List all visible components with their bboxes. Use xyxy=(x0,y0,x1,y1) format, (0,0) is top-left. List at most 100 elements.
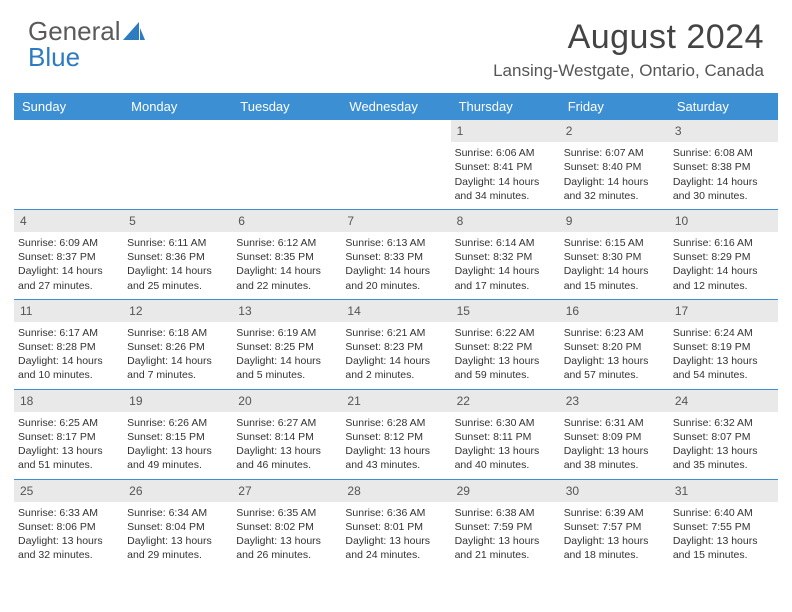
day-number xyxy=(341,120,450,142)
sunset-text: Sunset: 8:23 PM xyxy=(345,340,446,354)
calendar-cell: 20Sunrise: 6:27 AMSunset: 8:14 PMDayligh… xyxy=(232,390,341,479)
calendar-cell: 18Sunrise: 6:25 AMSunset: 8:17 PMDayligh… xyxy=(14,390,123,479)
sunrise-text: Sunrise: 6:12 AM xyxy=(236,236,337,250)
calendar-cell: 23Sunrise: 6:31 AMSunset: 8:09 PMDayligh… xyxy=(560,390,669,479)
sunset-text: Sunset: 8:09 PM xyxy=(564,430,665,444)
calendar-cell: 30Sunrise: 6:39 AMSunset: 7:57 PMDayligh… xyxy=(560,480,669,569)
sunrise-text: Sunrise: 6:16 AM xyxy=(673,236,774,250)
calendar-cell: 5Sunrise: 6:11 AMSunset: 8:36 PMDaylight… xyxy=(123,210,232,299)
calendar-cell xyxy=(341,120,450,209)
daylight1-text: Daylight: 13 hours xyxy=(236,444,337,458)
weekday-header: Tuesday xyxy=(232,93,341,120)
calendar-cell: 31Sunrise: 6:40 AMSunset: 7:55 PMDayligh… xyxy=(669,480,778,569)
day-number: 3 xyxy=(669,120,778,142)
day-number: 29 xyxy=(451,480,560,502)
day-number: 17 xyxy=(669,300,778,322)
day-number xyxy=(14,120,123,142)
day-number xyxy=(232,120,341,142)
sunset-text: Sunset: 8:32 PM xyxy=(455,250,556,264)
calendar-week: 11Sunrise: 6:17 AMSunset: 8:28 PMDayligh… xyxy=(14,299,778,389)
daylight2-text: and 22 minutes. xyxy=(236,279,337,293)
day-number: 16 xyxy=(560,300,669,322)
day-number: 26 xyxy=(123,480,232,502)
sunrise-text: Sunrise: 6:31 AM xyxy=(564,416,665,430)
sunset-text: Sunset: 8:38 PM xyxy=(673,160,774,174)
daylight1-text: Daylight: 14 hours xyxy=(345,264,446,278)
daylight1-text: Daylight: 13 hours xyxy=(127,444,228,458)
daylight2-text: and 40 minutes. xyxy=(455,458,556,472)
sunrise-text: Sunrise: 6:07 AM xyxy=(564,146,665,160)
day-number: 18 xyxy=(14,390,123,412)
daylight1-text: Daylight: 13 hours xyxy=(455,444,556,458)
calendar-cell: 17Sunrise: 6:24 AMSunset: 8:19 PMDayligh… xyxy=(669,300,778,389)
day-number: 14 xyxy=(341,300,450,322)
sunrise-text: Sunrise: 6:25 AM xyxy=(18,416,119,430)
month-title: August 2024 xyxy=(493,18,764,57)
calendar-cell: 19Sunrise: 6:26 AMSunset: 8:15 PMDayligh… xyxy=(123,390,232,479)
sunrise-text: Sunrise: 6:36 AM xyxy=(345,506,446,520)
day-number: 20 xyxy=(232,390,341,412)
sunset-text: Sunset: 8:28 PM xyxy=(18,340,119,354)
daylight2-text: and 59 minutes. xyxy=(455,368,556,382)
day-number: 30 xyxy=(560,480,669,502)
sunset-text: Sunset: 8:30 PM xyxy=(564,250,665,264)
calendar-cell: 16Sunrise: 6:23 AMSunset: 8:20 PMDayligh… xyxy=(560,300,669,389)
day-number: 5 xyxy=(123,210,232,232)
daylight2-text: and 32 minutes. xyxy=(564,189,665,203)
calendar-cell xyxy=(232,120,341,209)
daylight2-text: and 12 minutes. xyxy=(673,279,774,293)
sunset-text: Sunset: 8:22 PM xyxy=(455,340,556,354)
calendar-cell: 10Sunrise: 6:16 AMSunset: 8:29 PMDayligh… xyxy=(669,210,778,299)
calendar-week: 18Sunrise: 6:25 AMSunset: 8:17 PMDayligh… xyxy=(14,389,778,479)
daylight1-text: Daylight: 13 hours xyxy=(673,444,774,458)
day-number: 22 xyxy=(451,390,560,412)
page-header: General Blue August 2024 Lansing-Westgat… xyxy=(0,0,792,89)
weekday-header: Thursday xyxy=(451,93,560,120)
logo: General Blue xyxy=(28,18,145,70)
sunset-text: Sunset: 8:06 PM xyxy=(18,520,119,534)
calendar-cell xyxy=(14,120,123,209)
day-number: 21 xyxy=(341,390,450,412)
calendar-cell xyxy=(123,120,232,209)
calendar-cell: 6Sunrise: 6:12 AMSunset: 8:35 PMDaylight… xyxy=(232,210,341,299)
calendar-cell: 2Sunrise: 6:07 AMSunset: 8:40 PMDaylight… xyxy=(560,120,669,209)
sunrise-text: Sunrise: 6:32 AM xyxy=(673,416,774,430)
sunset-text: Sunset: 8:02 PM xyxy=(236,520,337,534)
daylight1-text: Daylight: 14 hours xyxy=(673,264,774,278)
sunset-text: Sunset: 8:04 PM xyxy=(127,520,228,534)
sunset-text: Sunset: 8:35 PM xyxy=(236,250,337,264)
sunrise-text: Sunrise: 6:40 AM xyxy=(673,506,774,520)
day-number: 7 xyxy=(341,210,450,232)
calendar-cell: 29Sunrise: 6:38 AMSunset: 7:59 PMDayligh… xyxy=(451,480,560,569)
weekday-header-row: SundayMondayTuesdayWednesdayThursdayFrid… xyxy=(14,93,778,120)
calendar: SundayMondayTuesdayWednesdayThursdayFrid… xyxy=(14,93,778,568)
sunrise-text: Sunrise: 6:22 AM xyxy=(455,326,556,340)
daylight1-text: Daylight: 13 hours xyxy=(345,534,446,548)
daylight1-text: Daylight: 14 hours xyxy=(18,354,119,368)
sunrise-text: Sunrise: 6:14 AM xyxy=(455,236,556,250)
sunrise-text: Sunrise: 6:38 AM xyxy=(455,506,556,520)
calendar-cell: 14Sunrise: 6:21 AMSunset: 8:23 PMDayligh… xyxy=(341,300,450,389)
calendar-cell: 11Sunrise: 6:17 AMSunset: 8:28 PMDayligh… xyxy=(14,300,123,389)
sunrise-text: Sunrise: 6:34 AM xyxy=(127,506,228,520)
daylight2-text: and 10 minutes. xyxy=(18,368,119,382)
calendar-cell: 13Sunrise: 6:19 AMSunset: 8:25 PMDayligh… xyxy=(232,300,341,389)
daylight2-text: and 2 minutes. xyxy=(345,368,446,382)
sunrise-text: Sunrise: 6:30 AM xyxy=(455,416,556,430)
location-subtitle: Lansing-Westgate, Ontario, Canada xyxy=(493,61,764,81)
daylight1-text: Daylight: 13 hours xyxy=(455,534,556,548)
day-number: 11 xyxy=(14,300,123,322)
daylight1-text: Daylight: 13 hours xyxy=(18,444,119,458)
sunset-text: Sunset: 8:01 PM xyxy=(345,520,446,534)
calendar-cell: 22Sunrise: 6:30 AMSunset: 8:11 PMDayligh… xyxy=(451,390,560,479)
daylight2-text: and 21 minutes. xyxy=(455,548,556,562)
title-block: August 2024 Lansing-Westgate, Ontario, C… xyxy=(493,18,764,81)
calendar-cell: 24Sunrise: 6:32 AMSunset: 8:07 PMDayligh… xyxy=(669,390,778,479)
sunrise-text: Sunrise: 6:33 AM xyxy=(18,506,119,520)
calendar-cell: 7Sunrise: 6:13 AMSunset: 8:33 PMDaylight… xyxy=(341,210,450,299)
day-number: 12 xyxy=(123,300,232,322)
calendar-cell: 28Sunrise: 6:36 AMSunset: 8:01 PMDayligh… xyxy=(341,480,450,569)
day-number: 15 xyxy=(451,300,560,322)
sunset-text: Sunset: 8:07 PM xyxy=(673,430,774,444)
daylight1-text: Daylight: 14 hours xyxy=(564,264,665,278)
